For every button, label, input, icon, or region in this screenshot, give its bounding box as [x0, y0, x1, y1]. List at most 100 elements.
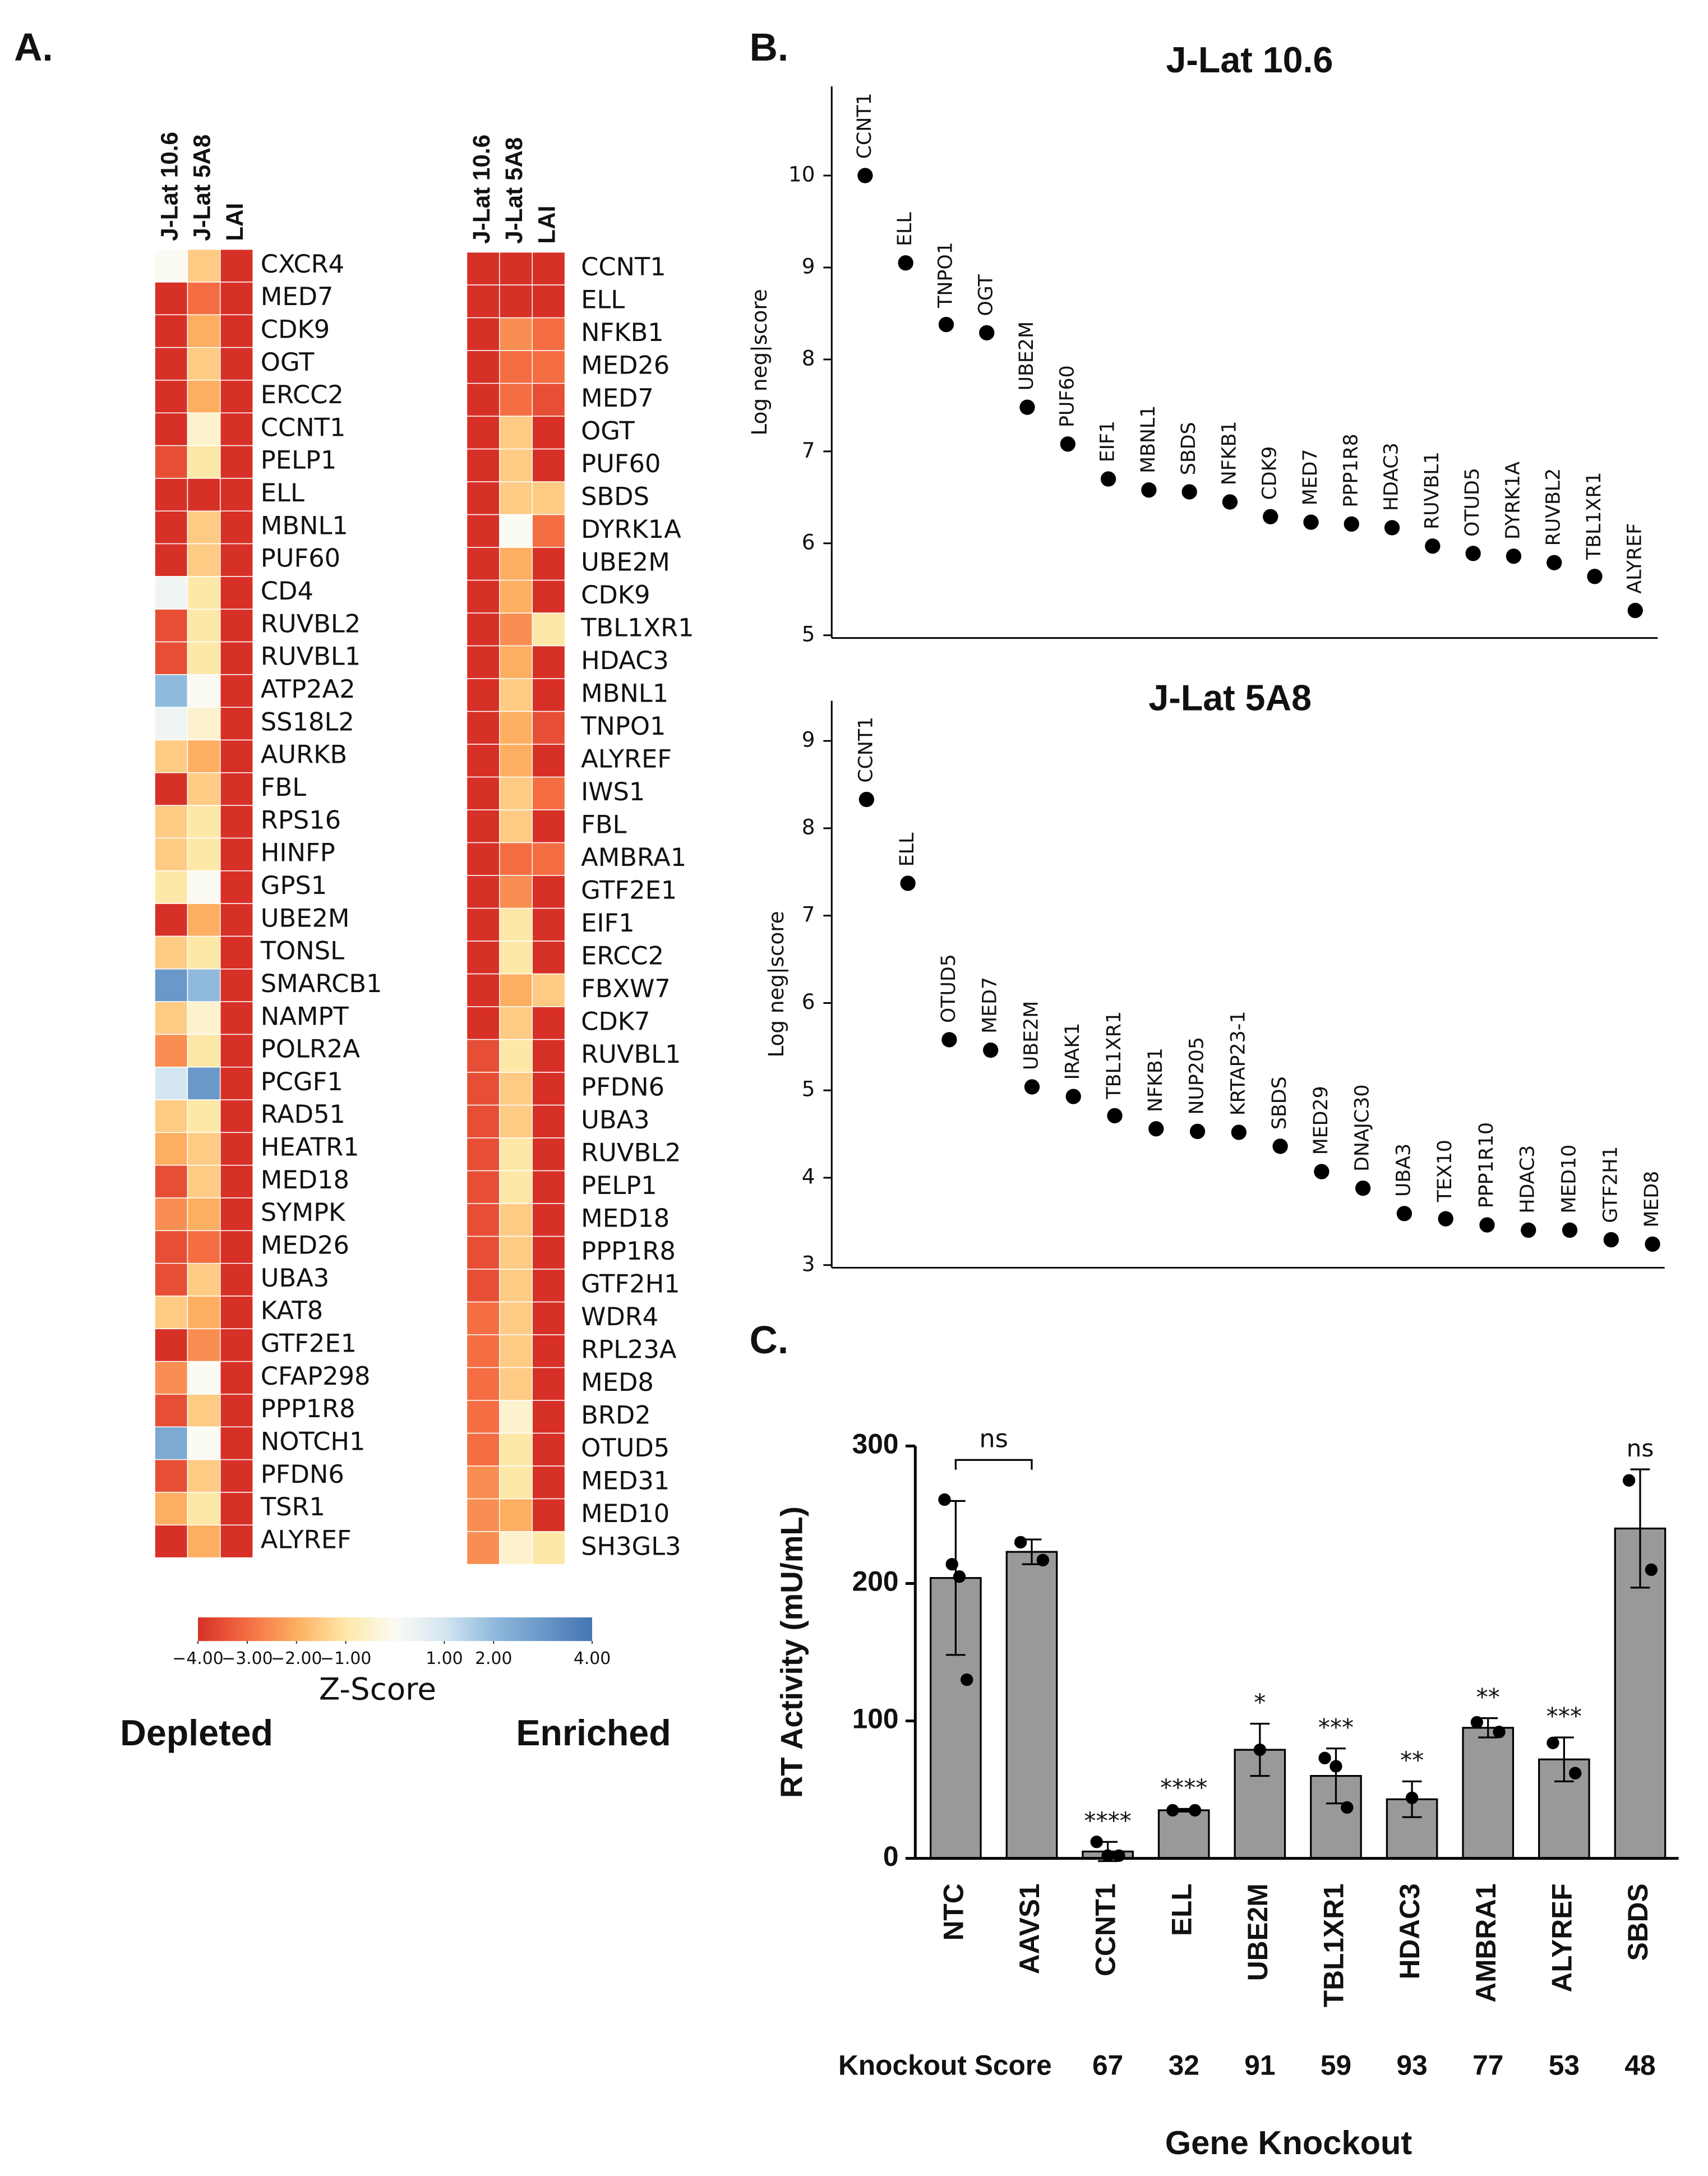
- row-label: RUVBL2: [261, 608, 361, 638]
- data-point: [1569, 1767, 1582, 1779]
- bracket: [954, 1459, 1033, 1470]
- significance-label: ****: [1084, 1807, 1131, 1834]
- row-label: EIF1: [581, 908, 635, 938]
- heatmap-cell: [532, 1137, 566, 1172]
- heatmap-cell: [220, 1328, 253, 1362]
- heatmap-cell: [532, 1498, 566, 1532]
- heatmap-cell: [220, 478, 253, 511]
- heatmap-cell: [187, 1459, 221, 1493]
- x-tick-label: TBL1XR1: [1318, 1883, 1350, 2007]
- row-label: CFAP298: [261, 1361, 371, 1391]
- row-label: TONSL: [260, 936, 344, 966]
- heatmap-cell: [187, 903, 221, 937]
- heatmap-cell: [532, 514, 566, 548]
- dot: [941, 1032, 957, 1048]
- heatmap-cell: [532, 1400, 566, 1434]
- heatmap-cell: [154, 772, 188, 806]
- heatmap-cell: [154, 1394, 188, 1428]
- row-label: MED7: [261, 282, 334, 311]
- heatmap-cell: [154, 674, 188, 708]
- heatmap-cell: [154, 1034, 188, 1068]
- dot: [898, 255, 913, 271]
- heatmap-cell: [532, 284, 566, 319]
- dot-label: MED8: [1641, 1171, 1663, 1228]
- knockout-score: 59: [1321, 2049, 1351, 2081]
- heatmap-cell: [187, 380, 221, 414]
- row-label: UBE2M: [581, 547, 670, 577]
- y-tick-label: 5: [802, 621, 815, 646]
- heatmap-cell: [187, 935, 221, 970]
- dot-label: DNAJC30: [1351, 1085, 1374, 1172]
- y-axis-label: RT Activity (mU/mL): [775, 1506, 809, 1798]
- data-point: [1253, 1743, 1267, 1757]
- heatmap-cell: [499, 382, 533, 417]
- row-label: PPP1R8: [581, 1236, 676, 1266]
- heatmap-cell: [187, 739, 221, 773]
- heatmap-cell: [220, 1132, 253, 1166]
- x-tick-label: AMBRA1: [1470, 1883, 1502, 2002]
- heatmap-cell: [499, 1006, 533, 1040]
- row-label: BRD2: [581, 1400, 651, 1430]
- heatmap-cell: [499, 907, 533, 942]
- heatmap-cell: [532, 1203, 566, 1237]
- heatmap-cell: [220, 903, 253, 937]
- dot: [1263, 509, 1278, 524]
- heatmap-cell: [499, 776, 533, 810]
- dot-label: KRTAP23-1: [1227, 1011, 1249, 1116]
- row-label: NFKB1: [581, 317, 664, 347]
- heatmap-cell: [187, 1262, 221, 1297]
- heatmap-cell: [220, 445, 253, 479]
- significance-label: ***: [1547, 1703, 1582, 1730]
- dot: [857, 168, 873, 183]
- heatmap-cell: [466, 973, 500, 1007]
- heatmap-cell: [532, 907, 566, 942]
- panel-label: A.: [14, 25, 53, 69]
- y-tick-label: 100: [852, 1703, 899, 1735]
- y-tick-label: 9: [802, 253, 815, 278]
- dot: [1107, 1108, 1123, 1124]
- heatmap-cell: [499, 645, 533, 679]
- knockout-score: 32: [1169, 2049, 1199, 2081]
- heatmap-cell: [187, 1001, 221, 1035]
- heatmap-cell: [532, 1301, 566, 1335]
- heatmap-cell: [220, 608, 253, 643]
- dot-label: RUVBL1: [1421, 451, 1443, 529]
- heatmap-cell: [499, 1235, 533, 1270]
- dot-label: HDAC3: [1381, 442, 1403, 511]
- dot-label: HDAC3: [1517, 1145, 1539, 1214]
- bracket-label: ns: [979, 1423, 1008, 1453]
- heatmap-cell: [154, 1001, 188, 1035]
- heatmap-cell: [499, 678, 533, 712]
- heatmap-cell: [187, 282, 221, 316]
- heatmap-cell: [466, 1072, 500, 1106]
- dot-label: MED10: [1558, 1145, 1581, 1214]
- dot-label: ELL: [896, 832, 918, 866]
- column-label: J-Lat 5A8: [501, 137, 527, 244]
- dot: [1627, 602, 1643, 619]
- column-label: LAI: [221, 203, 248, 241]
- heatmap-cell: [187, 314, 221, 348]
- y-tick-label: 5: [802, 1077, 815, 1101]
- heatmap-cell: [220, 837, 253, 872]
- chart-title: J-Lat 10.6: [1166, 40, 1333, 80]
- heatmap-cell: [499, 809, 533, 843]
- significance-label: ns: [1627, 1435, 1654, 1462]
- heatmap-cell: [499, 1137, 533, 1172]
- heatmap-cell: [466, 1465, 500, 1500]
- heatmap-cell: [466, 448, 500, 482]
- row-label: SH3GL3: [581, 1531, 681, 1561]
- heatmap-cell: [532, 809, 566, 843]
- row-label: HEATR1: [261, 1132, 359, 1162]
- dot: [1141, 482, 1157, 498]
- heatmap-cell: [187, 837, 221, 872]
- dot-label: NFKB1: [1144, 1048, 1167, 1112]
- dot: [1024, 1079, 1040, 1095]
- heatmap-cell: [532, 973, 566, 1007]
- heatmap-cell: [499, 744, 533, 778]
- heatmap-cell: [532, 1432, 566, 1467]
- dot-label: TBL1XR1: [1583, 472, 1605, 560]
- heatmap-cell: [466, 1269, 500, 1303]
- dot-label: PPP1R10: [1475, 1122, 1498, 1208]
- data-point: [1622, 1474, 1636, 1487]
- row-label: HDAC3: [581, 646, 669, 675]
